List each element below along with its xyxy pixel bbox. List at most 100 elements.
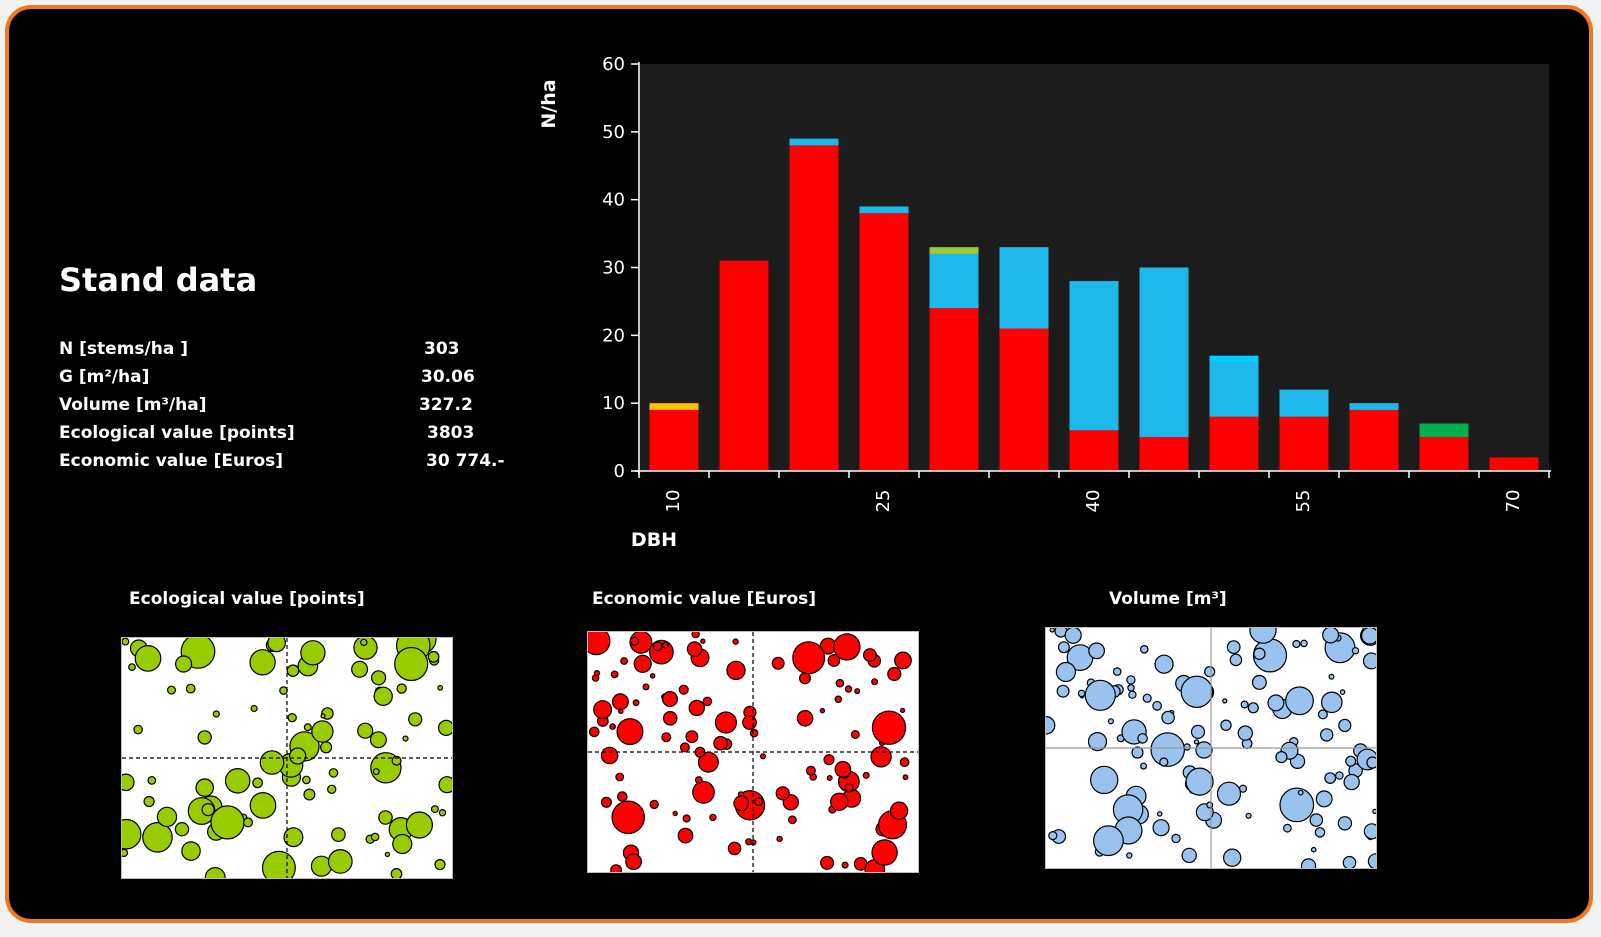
map-title: Volume [m³] [1109,589,1227,609]
tree-circle [181,841,201,861]
bar-segment [1069,281,1119,431]
tree-circle [311,720,334,743]
tree-circle [691,632,700,639]
tree-circle [819,707,826,714]
tree-circle [427,650,440,663]
bar-segment [649,403,699,410]
tree-circle [1222,848,1242,867]
tree-circle [320,713,326,719]
tree-circle [1089,765,1119,795]
tree-circle [438,808,447,817]
tree-circle [854,688,861,695]
tree-circle [279,686,288,695]
map-svg [1046,628,1376,868]
tree-circle [863,648,877,662]
bar-segment [1139,267,1189,438]
tree-circle [610,670,619,679]
tree-circle [197,730,212,745]
y-axis-title: N/ha [538,79,560,128]
tree-circle [390,868,403,878]
tree-circle [1314,827,1326,838]
tree-circle [1077,689,1086,698]
tree-circle [1056,684,1070,698]
tree-circle [283,827,304,848]
tree-circle [353,638,378,660]
tree-circle [841,861,849,869]
tree-circle [300,640,326,666]
tree-circle [616,718,644,746]
tree-circle [259,750,285,775]
tree-circle [652,641,663,652]
tree-circle [823,754,835,766]
tree-circle [1140,644,1149,654]
tree-circle [267,638,286,653]
tree-circle [871,710,907,745]
tree-circle [394,646,429,682]
tree-circle [775,786,790,801]
dbh-histogram-chart: 0 10 20 30 40 50 60 10 25 40 55 70 N/ha DBH [538,54,1551,551]
tree-circle [1049,628,1055,633]
tree-circle [1310,846,1317,853]
tree-circle [633,654,652,673]
tree-circle [1337,816,1353,831]
tree-circle [1112,667,1122,676]
x-tick-label: 40 [1083,490,1104,513]
tree-circle [1152,700,1162,711]
tree-circle [805,765,816,776]
tree-circle [1229,653,1243,667]
tree-circle [1048,831,1058,841]
tree-circle [792,641,826,675]
tree-circle [201,803,215,817]
tree-circle [894,651,912,670]
tree-circle [709,813,717,822]
tree-circle [600,796,612,808]
stand-row-label: Economic value [Euros] [59,451,284,471]
tree-circle [1161,710,1175,725]
tree-circle [1345,755,1357,767]
tree-circle [870,746,892,768]
tree-circle [661,732,672,743]
tree-circle [1206,801,1214,809]
tree-circle [1152,819,1170,837]
tree-circle [1237,725,1253,741]
tree-circle [1282,823,1292,833]
tree-circle [611,800,646,835]
tree-circle [1322,628,1340,644]
tree-circle [396,683,407,694]
tree-circle [1343,773,1360,791]
tree-circle [1362,652,1376,670]
tree-circle [1131,746,1144,759]
bar-segment [789,145,839,471]
tree-circle [142,822,173,853]
tree-circle [250,704,258,713]
tree-circle [1367,853,1376,868]
tree-circle [1216,781,1242,806]
tree-circle [1226,640,1241,655]
tree-circle [749,728,759,738]
tree-circle [1171,833,1181,844]
tree-circle [827,654,841,667]
tree-circle [287,712,297,723]
tree-circle [714,711,737,734]
tree-circle [1361,628,1376,645]
tree-circle [844,685,853,693]
x-tick-label: 25 [873,490,894,513]
tree-circle [625,853,642,871]
tree-circle [642,683,650,691]
tree-circle [726,660,746,681]
tree-circle [128,663,136,672]
tree-circle [1087,731,1108,752]
stand-data-title: Stand data [59,261,258,299]
tree-circle [1142,693,1152,703]
tree-circle [1338,718,1352,733]
economic-value-map [587,631,919,873]
tree-circle [434,859,446,871]
tree-circle [593,670,601,677]
bar-segment [999,247,1049,329]
tree-circle [1046,716,1056,735]
tree-circle [871,839,898,866]
tree-circle [850,729,860,739]
tree-circle [369,731,387,749]
tree-circle [685,730,699,744]
tree-circle [402,735,409,742]
